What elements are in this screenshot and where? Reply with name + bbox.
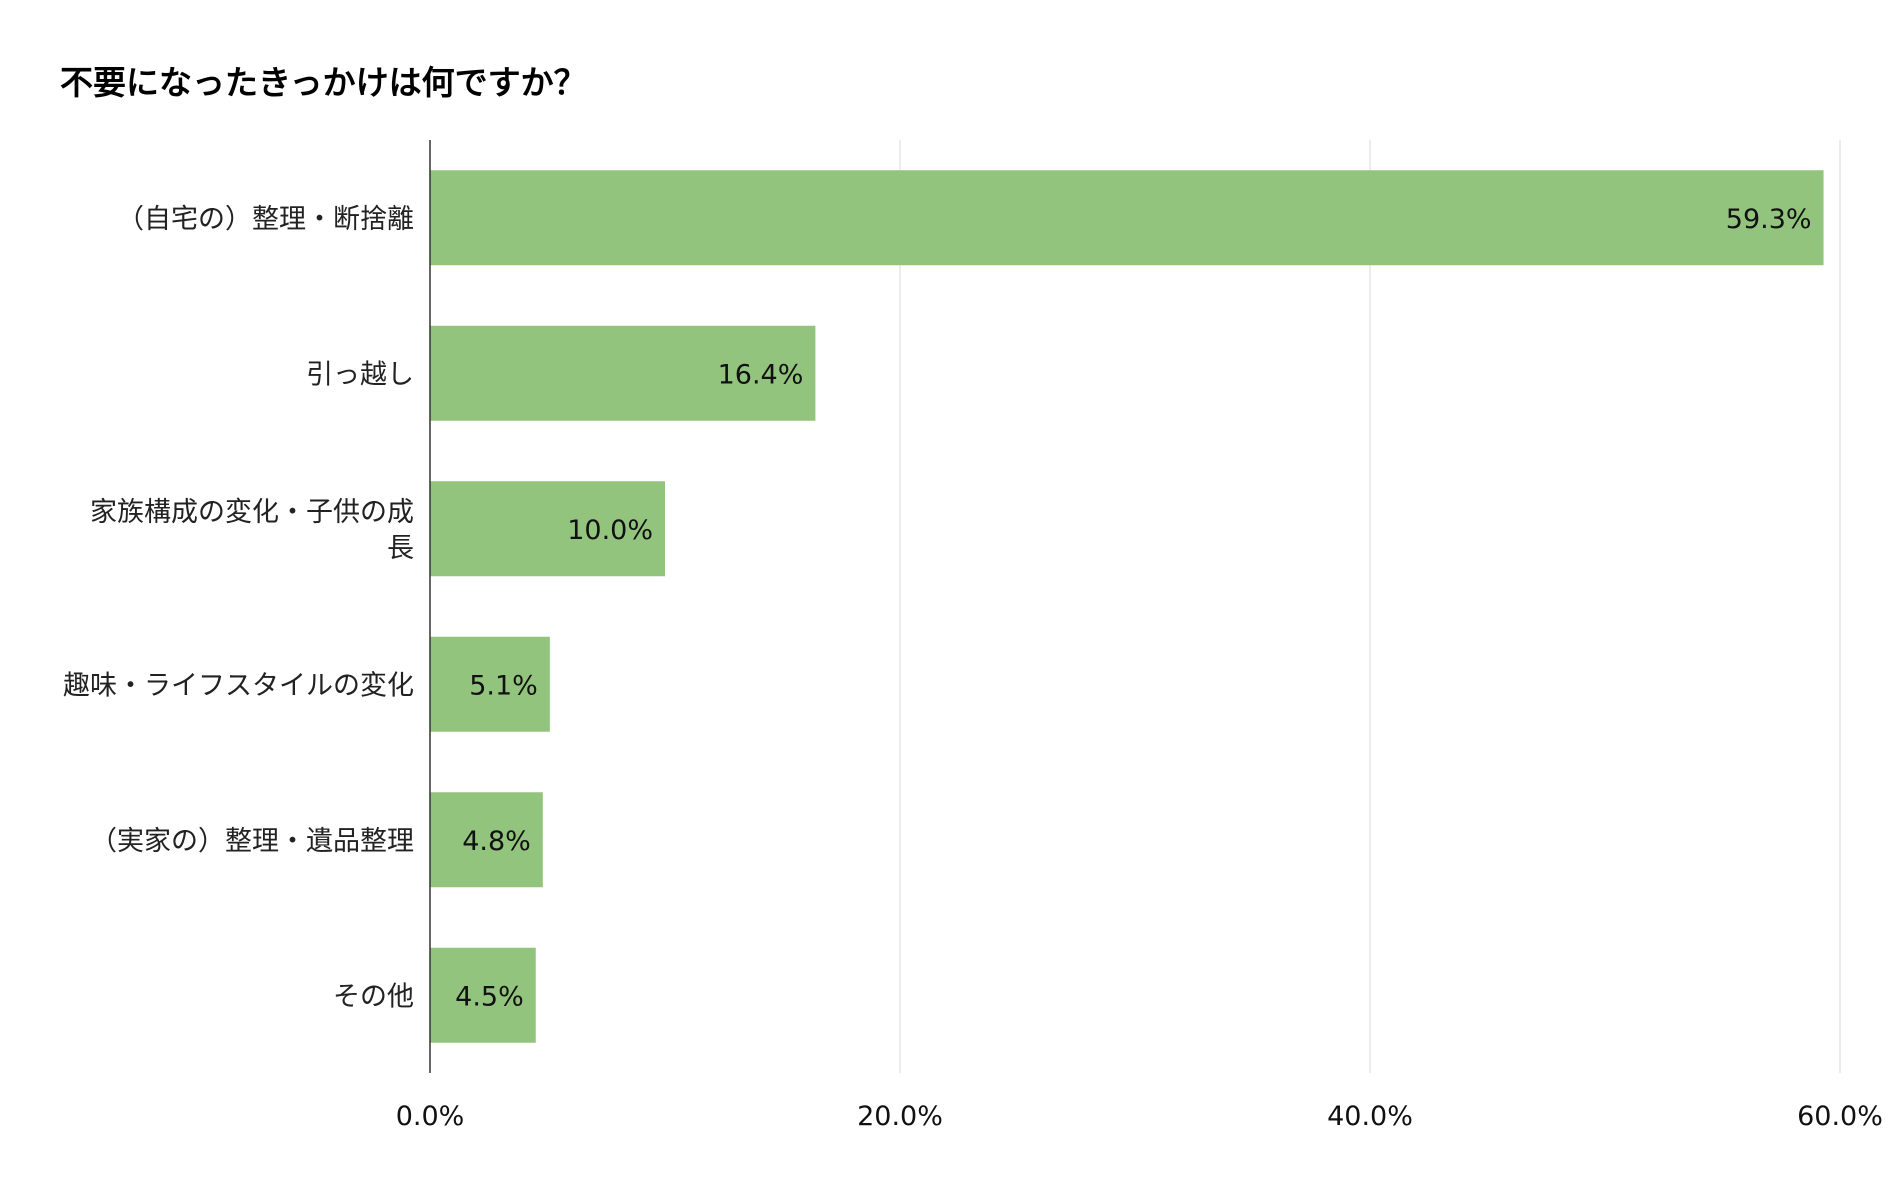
- labels: 0.0% 20.0% 40.0% 60.0% 59.3% （自宅の）整理・断捨離 16.4%…: [63, 204, 1883, 1132]
- category-label-4: （実家の）整理・遺品整理: [90, 826, 414, 857]
- x-tick-label-1: 20.0%: [857, 1101, 943, 1132]
- category-label-1: 引っ越し: [306, 359, 414, 390]
- bars: [430, 170, 1824, 1043]
- x-tick-label-3: 60.0%: [1797, 1101, 1883, 1132]
- bar-3: [430, 636, 550, 732]
- category-label-5: その他: [333, 981, 414, 1012]
- bar-1: [430, 325, 816, 421]
- category-label-0: （自宅の）整理・断捨離: [117, 204, 414, 235]
- data-label-2: 10.0%: [567, 515, 653, 546]
- category-label-2: 家族構成の変化・子供の成長: [90, 497, 414, 564]
- data-label-5: 4.5%: [455, 981, 524, 1012]
- x-tick-label-0: 0.0%: [396, 1101, 465, 1132]
- bar-4: [430, 792, 543, 888]
- x-tick-label-2: 40.0%: [1327, 1101, 1413, 1132]
- chart-title: 不要になったきっかけは何ですか？: [60, 63, 587, 102]
- bar-0: [430, 170, 1824, 266]
- data-label-4: 4.8%: [462, 826, 531, 857]
- data-label-3: 5.1%: [469, 670, 538, 701]
- category-label-3: 趣味・ライフスタイルの変化: [63, 670, 414, 701]
- bar-2: [430, 481, 665, 577]
- data-label-0: 59.3%: [1726, 204, 1812, 235]
- gridlines: [899, 140, 1841, 1073]
- data-label-1: 16.4%: [718, 359, 804, 390]
- bar-5: [430, 947, 536, 1043]
